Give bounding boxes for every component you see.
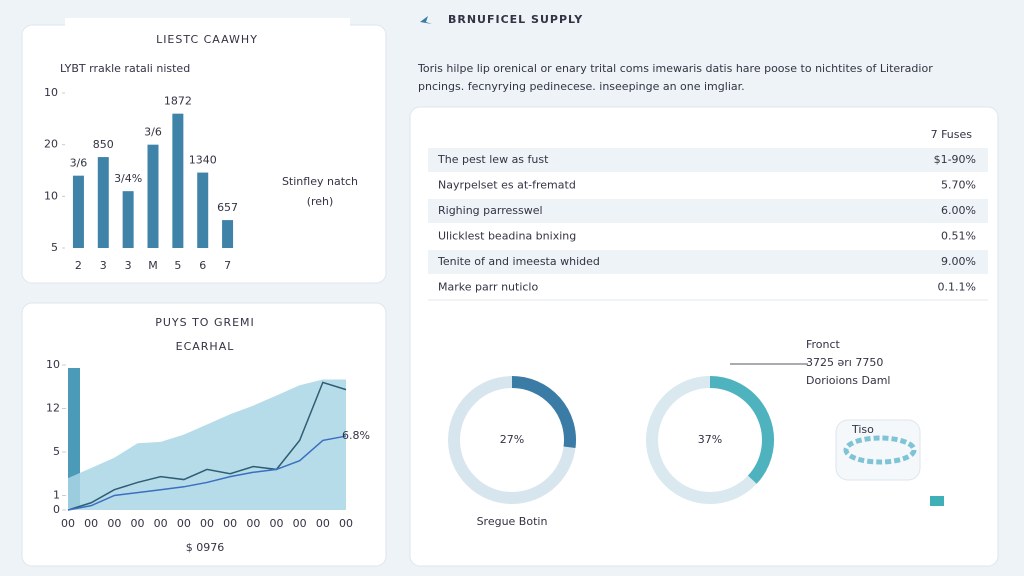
x-tick-label: 7 <box>224 259 231 272</box>
footer: $ 0976 <box>186 541 225 554</box>
description: Toris hilpe lip orenical or enary trital… <box>417 62 933 75</box>
table-cell: 0.1.1% <box>938 281 976 294</box>
x-tick-label: 00 <box>339 517 353 530</box>
chart-subtitle: LYBT rrakle ratali nisted <box>60 62 190 75</box>
y-tick-label: 20 <box>44 138 58 151</box>
table-cell: Righing parresswel <box>438 204 543 217</box>
side-note: (reh) <box>307 195 334 208</box>
table-cell: 0.51% <box>941 230 976 243</box>
y-tick-label: 1 <box>53 489 60 502</box>
x-tick-label: 00 <box>293 517 307 530</box>
y-tick-label: 10 <box>46 358 60 371</box>
x-tick-label: 00 <box>154 517 168 530</box>
bar-annotation: 657 <box>217 201 238 214</box>
bar <box>72 175 84 248</box>
donut-label: 27% <box>500 433 524 446</box>
bar <box>172 113 184 249</box>
bar-annotation: 1340 <box>189 154 217 167</box>
bar <box>97 157 109 248</box>
x-tick-label: 00 <box>316 517 330 530</box>
y-tick-label: 0 <box>53 503 60 516</box>
x-tick-label: 3 <box>100 259 107 272</box>
bar <box>122 191 134 248</box>
x-tick-label: 00 <box>131 517 145 530</box>
x-tick-label: M <box>148 259 158 272</box>
table-cell: Nayrpelset es at-frematd <box>438 179 576 192</box>
x-tick-label: 00 <box>246 517 260 530</box>
icon-box <box>835 419 921 481</box>
y-tick-label: 10 <box>44 189 58 202</box>
y-tick-label: 5 <box>53 445 60 458</box>
table-row-band <box>428 148 988 172</box>
chart-title: LIESTC CAAWHY <box>156 33 258 46</box>
table-cell: Tenite of and imeesta whided <box>437 255 600 268</box>
icon-label: Tiso <box>851 423 874 436</box>
bar-annotation: 1872 <box>164 95 192 108</box>
x-tick-label: 6 <box>199 259 206 272</box>
x-tick-label: 00 <box>177 517 191 530</box>
y-tick-label: 12 <box>46 402 60 415</box>
bar-title-box <box>65 18 350 54</box>
description: pncings. fecnyrying pedinecese. inseepin… <box>418 80 745 93</box>
callout: Dorioions Daml <box>806 374 890 387</box>
chart-title: PUYS TO GREMI <box>155 316 255 329</box>
donut-label: 37% <box>698 433 722 446</box>
bar-annotation: 3/4% <box>114 172 142 185</box>
table-cell: $1-90% <box>934 153 976 166</box>
y-tick-label: 5 <box>51 241 58 254</box>
table-header: 7 Fuses <box>931 128 973 141</box>
x-tick-label: 2 <box>75 259 82 272</box>
callout: Fronct <box>806 338 841 351</box>
x-tick-label: 3 <box>125 259 132 272</box>
side-note: Stinfley natch <box>282 175 358 188</box>
bar-annotation: 3/6 <box>144 126 162 139</box>
logo <box>420 16 432 24</box>
table-row-band <box>428 199 988 223</box>
y-tick-label: 10 <box>44 86 58 99</box>
x-tick-label: 00 <box>223 517 237 530</box>
table-cell: The pest lew as fust <box>437 153 549 166</box>
line <box>67 435 347 511</box>
area <box>68 379 346 510</box>
side-bar <box>68 368 80 508</box>
line <box>67 381 347 511</box>
bar <box>197 172 209 248</box>
x-tick-label: 00 <box>200 517 214 530</box>
table-cell: 9.00% <box>941 255 976 268</box>
x-tick-label: 00 <box>84 517 98 530</box>
chart-title: ECARHAL <box>176 340 235 353</box>
bar <box>222 220 234 248</box>
table-cell: 6.00% <box>941 204 976 217</box>
page-title: BRNUFICEL SUPPLY <box>448 13 583 26</box>
bar <box>147 144 159 248</box>
donut-caption: Sregue Botin <box>477 515 548 528</box>
callout: 3725 ərı 7750 <box>806 356 883 369</box>
bar-annotation: 3/6 <box>70 157 88 170</box>
bar-annotation: 850 <box>93 138 114 151</box>
x-tick-label: 00 <box>270 517 284 530</box>
annotation: 6.8% <box>342 429 370 442</box>
icon-square <box>930 496 944 506</box>
icon <box>843 435 917 465</box>
donut-arc <box>511 376 576 449</box>
donut-arc <box>709 376 774 484</box>
table-row-band <box>428 250 988 274</box>
table-cell: Marke parr nuticlo <box>438 281 538 294</box>
x-tick-label: 00 <box>61 517 75 530</box>
x-tick-label: 00 <box>107 517 121 530</box>
table-cell: Ulicklest beadina bnixing <box>438 230 576 243</box>
x-tick-label: 5 <box>174 259 181 272</box>
table-cell: 5.70% <box>941 179 976 192</box>
